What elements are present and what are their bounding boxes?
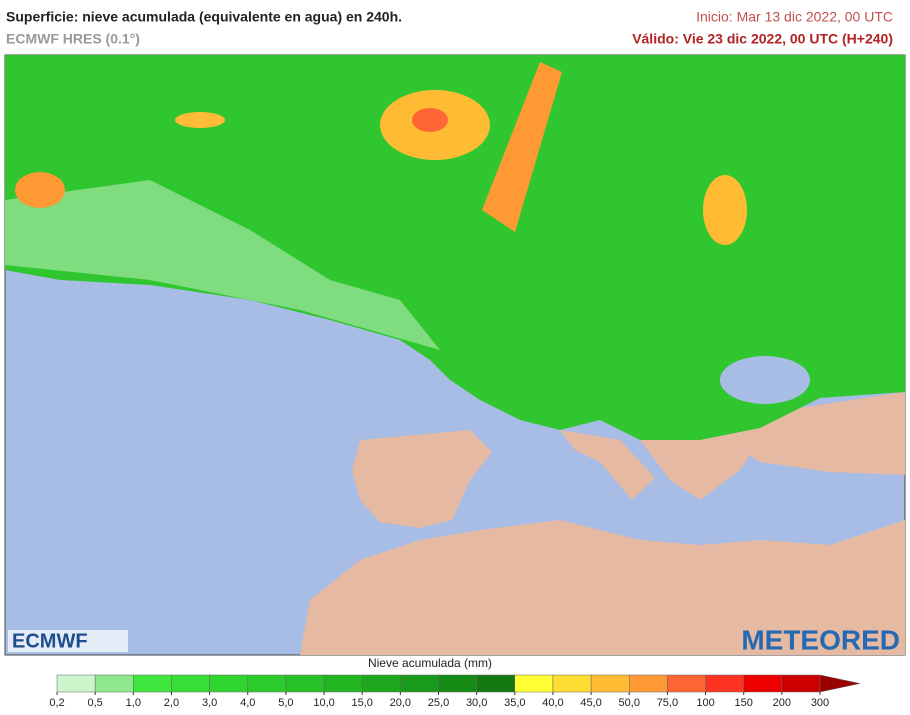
black-sea [720, 356, 810, 404]
legend-swatch [400, 674, 439, 693]
model: ECMWF HRES (0.1°) [6, 31, 140, 47]
legend-tick-label: 15,0 [351, 697, 372, 709]
legend-tick-label: 4,0 [240, 697, 255, 709]
turkey [720, 392, 905, 475]
legend: 0,2 0,5 1,0 2,0 3,0 4,0 5,0 10,0 15,0 20,0 25,0 30,… [49, 674, 861, 709]
legend-swatch [514, 674, 554, 693]
legend-tick-label: 100 [696, 697, 714, 709]
init-time: Inicio: Mar 13 dic 2022, 00 UTC [696, 9, 893, 25]
snow-cover [5, 55, 905, 440]
legend-swatch [285, 674, 325, 693]
legend-swatch [94, 674, 134, 693]
valid-time: Válido: Vie 23 dic 2022, 00 UTC (H+240) [632, 31, 893, 47]
legend-swatch [552, 674, 592, 693]
snow-peak [412, 108, 448, 132]
legend-swatch [629, 674, 668, 693]
legend-tick-label: 30,0 [466, 697, 487, 709]
legend-swatch [209, 674, 249, 693]
legend-tick-label: 20,0 [390, 697, 411, 709]
legend-tick-label: 2,0 [164, 697, 179, 709]
map [4, 54, 906, 656]
legend-swatch [667, 674, 706, 693]
legend-tick-label: 0,2 [49, 697, 64, 709]
iberia [352, 430, 492, 528]
legend-tick-label: 25,0 [428, 697, 449, 709]
legend-swatch [133, 674, 172, 693]
legend-title: Nieve acumulada (mm) [368, 656, 492, 670]
logo-ecmwf: ECMWF [12, 630, 88, 652]
legend-tick-label: 10,0 [313, 697, 334, 709]
legend-tick-label: 35,0 [504, 697, 525, 709]
legend-arrow [819, 674, 861, 693]
legend-tick-label: 150 [735, 697, 753, 709]
light-snow [5, 180, 440, 350]
legend-swatch [438, 674, 477, 693]
snow-russia [703, 175, 747, 245]
legend-swatch [476, 674, 516, 693]
legend-swatch [781, 674, 821, 693]
snow-greenland [15, 172, 65, 208]
legend-tick-label: 45,0 [580, 697, 601, 709]
legend-tick-label: 0,5 [88, 697, 103, 709]
legend-tick-label: 75,0 [657, 697, 678, 709]
legend-swatch [323, 674, 363, 693]
legend-swatch [361, 674, 401, 693]
snow-norway [482, 62, 562, 232]
legend-tick-label: 1,0 [126, 697, 141, 709]
legend-tick-label: 5,0 [278, 697, 293, 709]
legend-tick-label: 40,0 [542, 697, 563, 709]
legend-swatch [743, 674, 783, 693]
africa [300, 520, 905, 655]
legend-swatch [705, 674, 744, 693]
legend-tick-label: 300 [811, 697, 829, 709]
snow-iceland [175, 112, 225, 128]
legend-tick-label: 50,0 [619, 697, 640, 709]
legend-swatch [590, 674, 630, 693]
italy [560, 430, 655, 500]
logo-meteored: METEORED [741, 624, 900, 655]
legend-swatch [56, 674, 96, 693]
legend-swatch [171, 674, 210, 693]
legend-swatch [247, 674, 287, 693]
legend-tick-label: 200 [773, 697, 791, 709]
title: Superficie: nieve acumulada (equivalente… [6, 9, 402, 25]
logo-bg [8, 630, 128, 652]
legend-tick-label: 3,0 [202, 697, 217, 709]
